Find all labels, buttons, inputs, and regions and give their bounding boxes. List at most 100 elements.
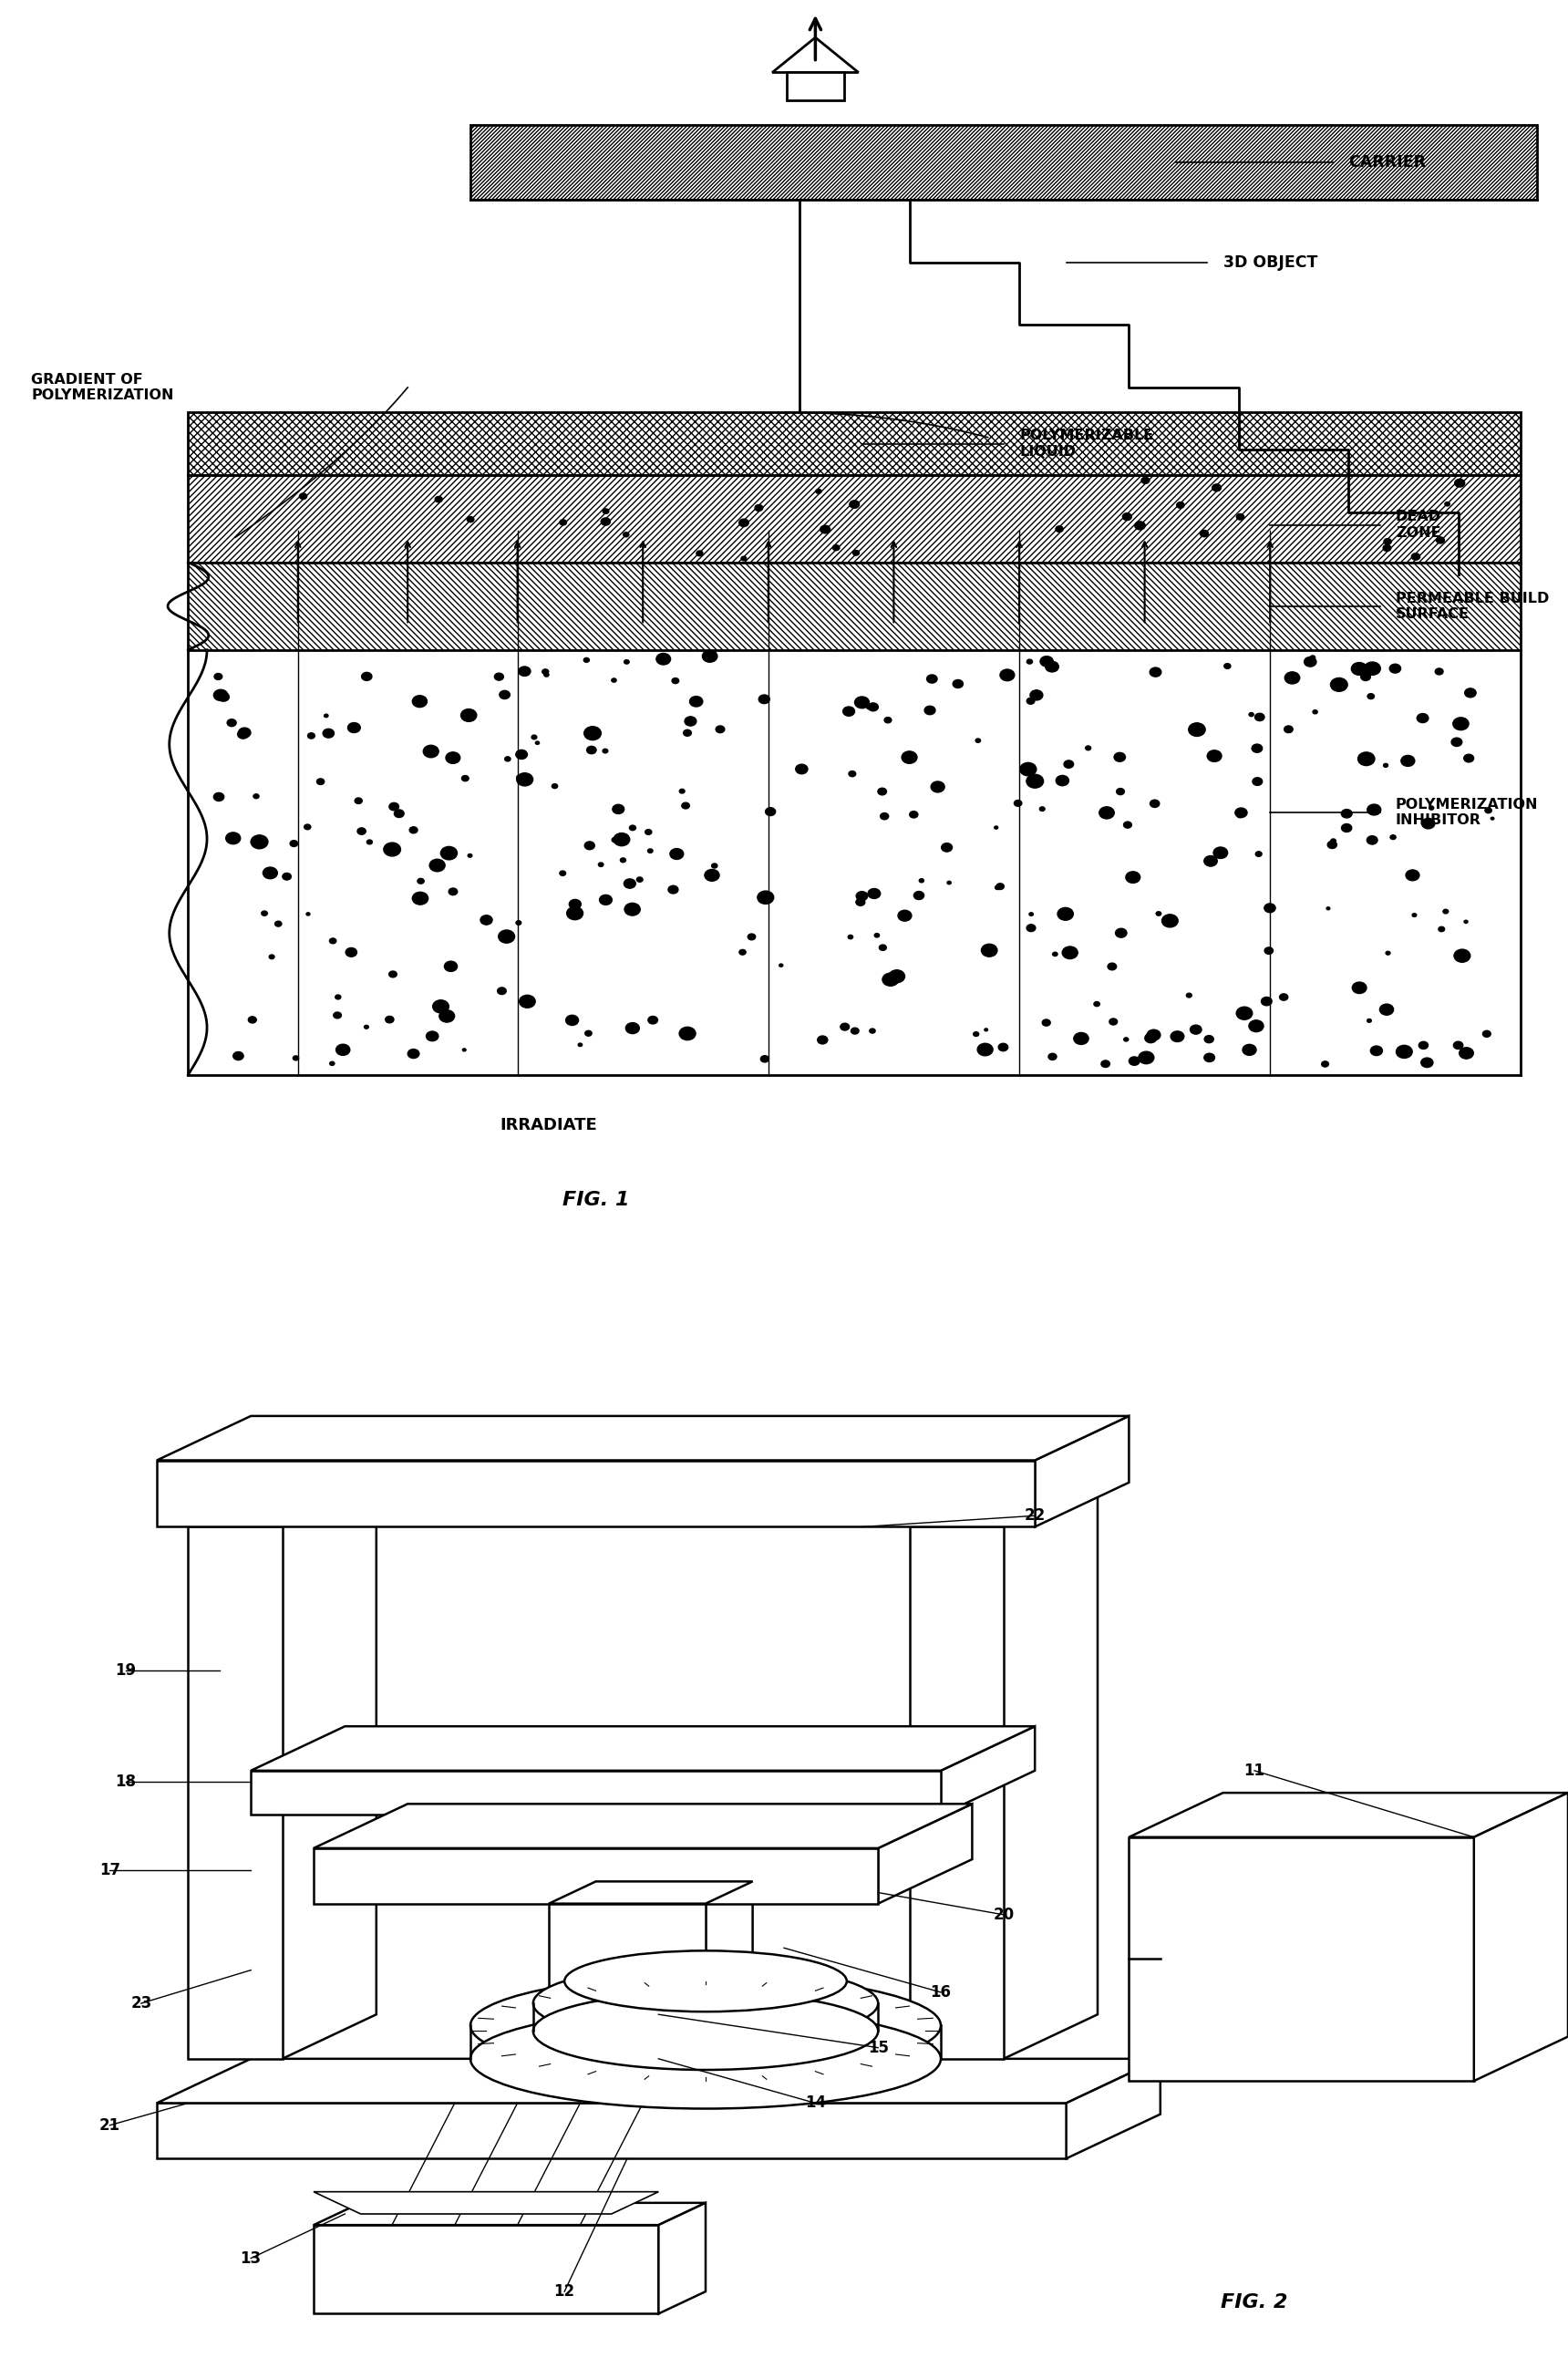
Circle shape <box>1361 672 1370 681</box>
Circle shape <box>1406 870 1419 880</box>
Circle shape <box>1156 913 1162 915</box>
Circle shape <box>1019 762 1036 776</box>
Text: 13: 13 <box>240 2250 262 2266</box>
Text: 17: 17 <box>99 1863 121 1879</box>
Circle shape <box>779 964 782 967</box>
Text: 3D OBJECT: 3D OBJECT <box>1223 255 1317 271</box>
Text: 21: 21 <box>99 2117 121 2134</box>
Circle shape <box>765 809 776 816</box>
Circle shape <box>1256 851 1262 856</box>
Circle shape <box>1248 1021 1264 1033</box>
Circle shape <box>448 889 458 896</box>
Circle shape <box>364 1026 368 1028</box>
Circle shape <box>795 764 808 773</box>
Circle shape <box>430 858 445 872</box>
Circle shape <box>1253 778 1262 785</box>
Circle shape <box>215 674 223 679</box>
Circle shape <box>925 705 935 714</box>
Circle shape <box>467 854 472 858</box>
Circle shape <box>1491 818 1494 821</box>
Circle shape <box>1254 712 1264 722</box>
Circle shape <box>1391 835 1396 839</box>
Circle shape <box>354 797 362 804</box>
Circle shape <box>624 903 640 915</box>
Circle shape <box>552 783 558 788</box>
Circle shape <box>1014 799 1022 806</box>
Circle shape <box>909 811 917 818</box>
Circle shape <box>270 955 274 960</box>
Circle shape <box>1116 788 1124 795</box>
Circle shape <box>1438 927 1444 931</box>
Circle shape <box>974 1033 978 1035</box>
Circle shape <box>919 880 924 882</box>
Circle shape <box>1328 842 1338 849</box>
Circle shape <box>601 519 610 526</box>
Circle shape <box>290 839 298 847</box>
Circle shape <box>1250 712 1254 717</box>
Polygon shape <box>314 1849 878 1903</box>
Circle shape <box>497 988 506 995</box>
Circle shape <box>433 1000 448 1014</box>
Circle shape <box>586 745 596 755</box>
Circle shape <box>1129 1056 1140 1066</box>
Circle shape <box>412 696 426 707</box>
Circle shape <box>1367 693 1374 698</box>
Circle shape <box>1046 660 1058 672</box>
Circle shape <box>1162 915 1178 927</box>
Circle shape <box>1074 1033 1088 1045</box>
Circle shape <box>480 915 492 924</box>
Text: IRRADIATE: IRRADIATE <box>500 1118 597 1132</box>
Circle shape <box>1251 745 1262 752</box>
Polygon shape <box>878 1804 972 1903</box>
Circle shape <box>1149 667 1162 677</box>
Circle shape <box>329 938 336 943</box>
Circle shape <box>532 736 536 740</box>
Circle shape <box>931 780 944 792</box>
Circle shape <box>1101 1061 1110 1068</box>
Circle shape <box>1055 776 1069 785</box>
Text: 14: 14 <box>804 2094 826 2110</box>
Circle shape <box>336 995 340 1000</box>
Circle shape <box>1358 752 1375 766</box>
Circle shape <box>1454 1042 1463 1049</box>
Circle shape <box>1237 514 1243 519</box>
Circle shape <box>1367 1019 1372 1023</box>
Circle shape <box>1331 677 1347 691</box>
Text: FIG. 1: FIG. 1 <box>563 1191 629 1210</box>
Circle shape <box>362 672 372 681</box>
Circle shape <box>585 842 594 849</box>
Circle shape <box>1322 1061 1328 1066</box>
Text: GRADIENT OF
POLYMERIZATION: GRADIENT OF POLYMERIZATION <box>31 373 174 403</box>
Circle shape <box>254 795 259 799</box>
Circle shape <box>870 1028 875 1033</box>
Circle shape <box>982 943 997 957</box>
Circle shape <box>637 877 643 882</box>
Circle shape <box>517 773 533 785</box>
Circle shape <box>1214 847 1228 858</box>
Circle shape <box>817 1035 828 1045</box>
Circle shape <box>685 717 696 726</box>
Circle shape <box>850 500 859 509</box>
Circle shape <box>417 880 423 884</box>
Circle shape <box>599 896 612 905</box>
Circle shape <box>869 703 878 712</box>
Circle shape <box>1264 903 1275 913</box>
Circle shape <box>759 696 770 703</box>
Circle shape <box>1200 531 1209 538</box>
Text: 12: 12 <box>554 2283 575 2299</box>
Circle shape <box>226 832 240 844</box>
Circle shape <box>445 752 459 764</box>
Circle shape <box>856 898 866 905</box>
Circle shape <box>712 863 717 868</box>
Polygon shape <box>1474 1792 1568 2082</box>
Polygon shape <box>188 1528 282 2059</box>
Circle shape <box>499 929 514 943</box>
Circle shape <box>345 948 358 957</box>
Circle shape <box>985 1028 988 1030</box>
Ellipse shape <box>564 1950 847 2011</box>
Circle shape <box>1465 920 1468 924</box>
Circle shape <box>579 1042 582 1047</box>
Polygon shape <box>706 1882 753 2059</box>
Circle shape <box>702 651 717 663</box>
Circle shape <box>1367 804 1381 816</box>
